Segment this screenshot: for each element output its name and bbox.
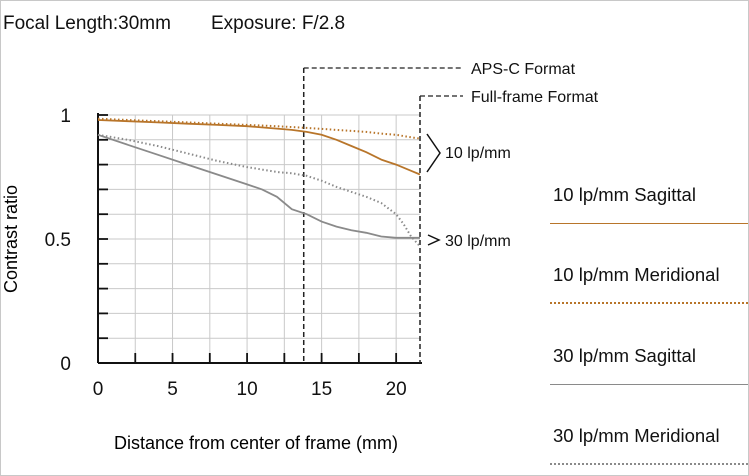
chevron-30lp (427, 234, 441, 246)
series-lines (97, 117, 421, 248)
legend-item-30-meridional: 30 lp/mm Meridional (550, 425, 748, 465)
legend-swatch (550, 384, 748, 385)
axes (97, 113, 422, 364)
format-markers: APS-C Format Full-frame Format (302, 61, 599, 363)
x-axis-label: Distance from center of frame (mm) (114, 433, 398, 453)
series-line (97, 133, 420, 239)
series-line (97, 133, 421, 248)
legend-item-10-sagittal: 10 lp/mm Sagittal (550, 184, 748, 224)
format-marker-label: APS-C Format (471, 61, 576, 78)
legend-label: 30 lp/mm Sagittal (553, 345, 696, 366)
x-tick-label: 0 (93, 379, 104, 400)
annotations: 10 lp/mm 30 lp/mm (426, 133, 511, 250)
legend-label: 10 lp/mm Meridional (553, 264, 720, 285)
format-marker-label: Full-frame Format (471, 89, 599, 106)
y-tick-label: 0 (60, 354, 71, 375)
group-label-10lp: 10 lp/mm (445, 145, 511, 162)
legend-item-10-meridional: 10 lp/mm Meridional (550, 264, 748, 304)
grid-lines (98, 114, 420, 363)
bracket-10lp (426, 133, 441, 173)
x-tick-label: 15 (311, 379, 332, 400)
legend-swatch (550, 302, 748, 304)
exposure-label: Exposure: F/2.8 (211, 13, 346, 34)
legend-swatch (550, 463, 748, 465)
x-tick-label: 10 (237, 379, 258, 400)
legend-item-30-sagittal: 30 lp/mm Sagittal (550, 345, 748, 385)
series-line (97, 119, 421, 176)
x-tick-label: 20 (386, 379, 407, 400)
x-tick-label: 5 (167, 379, 178, 400)
legend-swatch (550, 223, 748, 224)
legend-label: 30 lp/mm Meridional (553, 425, 720, 446)
tick-labels: 0 5 10 15 20 0 0.5 1 (45, 106, 407, 400)
group-label-30lp: 30 lp/mm (445, 233, 511, 250)
focal-length-label: Focal Length:30mm (3, 13, 171, 34)
y-tick-label: 0.5 (45, 230, 71, 251)
y-tick-label: 1 (60, 106, 71, 127)
legend-label: 10 lp/mm Sagittal (553, 184, 696, 205)
y-axis-label: Contrast ratio (1, 185, 21, 293)
series-line (97, 117, 421, 140)
